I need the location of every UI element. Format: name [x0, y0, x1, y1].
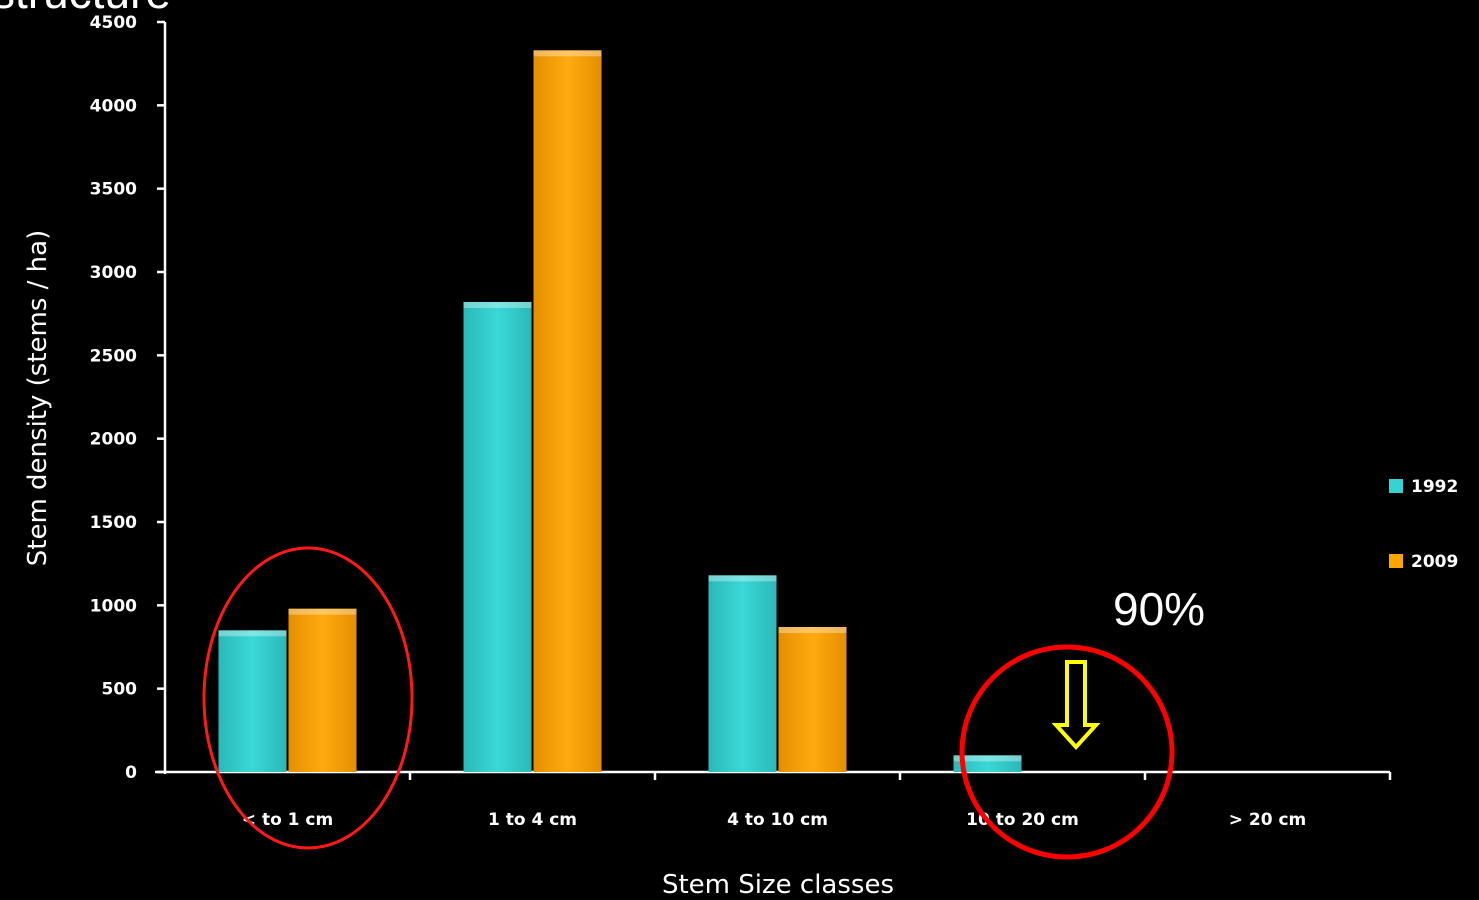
bar-1992-0	[218, 630, 287, 772]
bar-2009-0	[288, 608, 357, 772]
y-tick-label: 500	[102, 680, 138, 700]
highlight-circle-mid-stems	[959, 644, 1175, 860]
bar-1992-3	[953, 755, 1022, 772]
y-tick-label: 4000	[90, 96, 137, 116]
x-axis-title: Stem Size classes	[662, 870, 894, 900]
bar-1992-2	[708, 575, 777, 772]
bar-highlight	[778, 627, 847, 633]
legend-swatch-1992	[1389, 479, 1403, 493]
category-label: 4 to 10 cm	[727, 810, 828, 830]
bar-highlight	[218, 630, 287, 637]
y-tick-label: 0	[125, 763, 137, 783]
legend-label-1992: 1992	[1411, 477, 1458, 497]
slide-title-fragment: structure	[0, 0, 171, 18]
bar-highlight	[708, 575, 777, 582]
category-label: < to 1 cm	[242, 810, 333, 830]
bar-highlight	[288, 608, 357, 615]
highlight-ellipse-small-stems	[202, 546, 414, 850]
bar-series	[218, 50, 1022, 773]
y-axis-ticks: 0 500 1000 1500 2000 2500 3000 3500 4000 4500	[90, 13, 165, 783]
down-arrow-icon	[1051, 660, 1101, 750]
percent-annotation: 90%	[1113, 583, 1205, 635]
y-tick-label: 2500	[90, 346, 137, 366]
bar-highlight	[533, 50, 602, 57]
y-tick-label: 1000	[90, 596, 137, 616]
bar-2009-1	[533, 50, 602, 773]
bar-2009-2	[778, 627, 847, 772]
bar-1992-1	[463, 302, 532, 772]
y-tick-label: 2000	[90, 430, 137, 450]
legend-label-2009: 2009	[1411, 552, 1458, 572]
x-axis-ticks	[408, 772, 1392, 780]
bar-highlight	[953, 755, 1022, 762]
y-tick-label: 3500	[90, 180, 137, 200]
bar-highlight	[463, 302, 532, 308]
legend-swatch-2009	[1389, 554, 1403, 568]
category-labels: < to 1 cm 1 to 4 cm 4 to 10 cm 10 to 20 cm >…	[242, 810, 1306, 830]
category-label: 1 to 4 cm	[488, 810, 577, 830]
chart-legend: 1992 2009	[1389, 477, 1458, 572]
y-axis-title: Stem density (stems / ha)	[23, 230, 53, 566]
y-tick-label: 1500	[90, 513, 137, 533]
category-label: > 20 cm	[1229, 810, 1307, 830]
y-tick-label: 4500	[90, 13, 137, 33]
y-tick-label: 3000	[90, 263, 137, 283]
